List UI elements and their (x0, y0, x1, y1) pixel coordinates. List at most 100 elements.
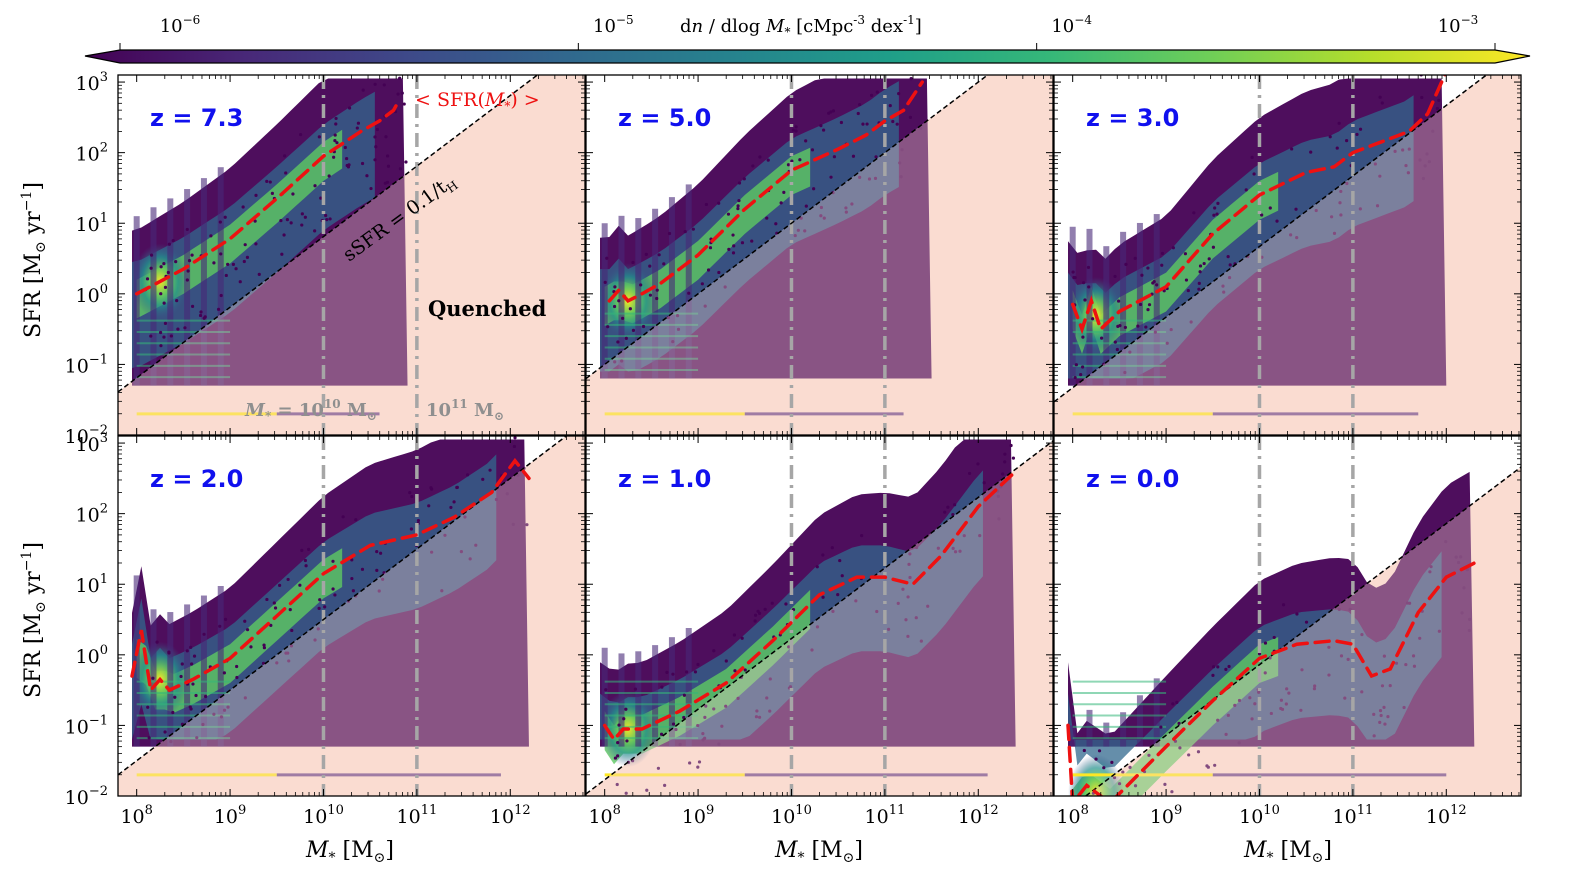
galaxy-point (212, 261, 216, 265)
galaxy-point (1379, 713, 1383, 718)
galaxy-point (373, 158, 377, 162)
galaxy-point (285, 218, 289, 222)
galaxy-point (1160, 251, 1165, 256)
galaxy-point (185, 649, 189, 653)
galaxy-point (443, 533, 447, 537)
galaxy-point (449, 505, 453, 510)
galaxy-point (914, 545, 919, 550)
galaxy-point (953, 550, 958, 554)
galaxy-point (375, 550, 379, 554)
galaxy-point (404, 160, 408, 164)
galaxy-point (365, 174, 369, 178)
galaxy-point (265, 597, 269, 602)
galaxy-point (149, 253, 154, 257)
galaxy-point (174, 260, 178, 264)
mass-stripe (167, 612, 174, 747)
galaxy-point (682, 693, 686, 697)
galaxy-point (1123, 370, 1127, 375)
galaxy-point (1427, 160, 1431, 164)
galaxy-point (226, 705, 230, 709)
galaxy-point (402, 102, 406, 106)
galaxy-point (624, 707, 628, 711)
galaxy-point (430, 550, 434, 554)
galaxy-point (235, 675, 239, 680)
galaxy-point (171, 238, 175, 243)
mass-stripe (618, 215, 625, 379)
galaxy-point (1171, 702, 1175, 706)
galaxy-point (354, 518, 358, 522)
galaxy-point (631, 328, 636, 332)
panel-grid: 10−2 10−1 100 101 102 103 z = 7.3 z = 5.0 z = 3.… (65, 70, 1522, 828)
galaxy-point (188, 705, 192, 709)
galaxy-point (190, 253, 194, 257)
galaxy-point (763, 607, 767, 611)
galaxy-point (381, 577, 385, 581)
galaxy-point (505, 492, 509, 496)
panel-plot-area (1054, 75, 1521, 435)
galaxy-point (300, 548, 304, 552)
galaxy-point (1112, 775, 1117, 780)
galaxy-point (199, 310, 203, 314)
galaxy-point (736, 207, 740, 211)
galaxy-point (218, 220, 222, 224)
galaxy-point (1343, 696, 1347, 700)
galaxy-point (1197, 281, 1201, 285)
y-tick-label: 10−2 (65, 423, 108, 448)
galaxy-point (1192, 211, 1196, 215)
galaxy-point (163, 321, 168, 326)
galaxy-point (726, 212, 731, 216)
redshift-label: z = 5.0 (618, 104, 711, 132)
galaxy-point (167, 650, 171, 654)
galaxy-point (753, 619, 757, 623)
galaxy-point (766, 158, 770, 162)
galaxy-point (1257, 690, 1261, 694)
galaxy-point (951, 513, 955, 517)
galaxy-point (1313, 684, 1317, 688)
galaxy-point (1227, 275, 1232, 280)
mass-stripe (685, 184, 692, 379)
galaxy-point (1244, 188, 1248, 192)
galaxy-point (858, 102, 862, 107)
redshift-label: z = 1.0 (618, 465, 711, 493)
galaxy-point (791, 128, 795, 132)
galaxy-point (703, 736, 707, 740)
galaxy-point (1202, 261, 1206, 266)
mass-label-1e11: 1011 M⊙ (426, 397, 504, 423)
galaxy-point (373, 135, 377, 139)
galaxy-point (1360, 633, 1364, 637)
galaxy-point (162, 301, 166, 305)
galaxy-point (1211, 245, 1215, 249)
galaxy-point (385, 154, 390, 158)
galaxy-point (603, 280, 607, 284)
svg-text:SFR [M⊙ yr−1]: SFR [M⊙ yr−1] (19, 542, 49, 698)
galaxy-point (861, 122, 865, 126)
galaxy-point (1437, 98, 1441, 102)
galaxy-point (612, 304, 617, 309)
galaxy-point (717, 201, 721, 205)
galaxy-point (856, 111, 860, 116)
colorbar-tick-label: 10−6 (160, 13, 201, 37)
galaxy-point (159, 265, 163, 269)
galaxy-point (1170, 790, 1174, 794)
mass-stripe (217, 586, 224, 747)
galaxy-point (1009, 443, 1013, 448)
galaxy-point (269, 623, 273, 627)
galaxy-point (1339, 654, 1344, 658)
galaxy-point (794, 125, 798, 129)
galaxy-point (218, 624, 222, 628)
galaxy-point (241, 205, 245, 209)
galaxy-point (1429, 565, 1433, 569)
galaxy-point (641, 324, 646, 329)
galaxy-point (732, 633, 736, 637)
galaxy-point (409, 527, 413, 531)
galaxy-point (731, 233, 735, 237)
galaxy-point (1206, 765, 1210, 769)
colorbar-bar (84, 49, 1531, 64)
galaxy-point (620, 359, 624, 363)
galaxy-point (216, 307, 221, 311)
galaxy-point (815, 565, 819, 569)
galaxy-point (1418, 158, 1422, 162)
galaxy-point (272, 601, 276, 605)
galaxy-point (1175, 700, 1179, 705)
galaxy-point (1211, 673, 1215, 677)
